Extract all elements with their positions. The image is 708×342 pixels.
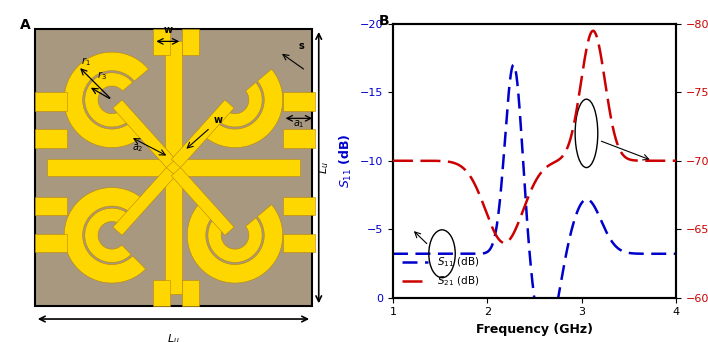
Bar bbox=[182, 29, 199, 55]
Bar bbox=[47, 159, 299, 176]
Text: $a_2$: $a_2$ bbox=[132, 143, 144, 155]
Bar bbox=[282, 129, 315, 148]
Text: $a_1$: $a_1$ bbox=[293, 118, 304, 130]
Text: A: A bbox=[20, 18, 31, 32]
Text: w: w bbox=[214, 115, 222, 125]
Bar bbox=[282, 92, 315, 111]
Polygon shape bbox=[85, 73, 132, 127]
Polygon shape bbox=[64, 188, 146, 283]
Polygon shape bbox=[171, 100, 234, 168]
X-axis label: Frequency (GHz): Frequency (GHz) bbox=[476, 323, 593, 336]
Bar bbox=[282, 234, 315, 252]
Polygon shape bbox=[201, 69, 282, 147]
Text: $L_u$: $L_u$ bbox=[317, 161, 331, 174]
Bar bbox=[182, 280, 199, 306]
Bar bbox=[282, 197, 315, 215]
Bar bbox=[35, 234, 67, 252]
Polygon shape bbox=[64, 52, 149, 147]
Text: w: w bbox=[164, 25, 173, 35]
Polygon shape bbox=[216, 82, 262, 127]
Polygon shape bbox=[188, 201, 282, 283]
Text: s: s bbox=[298, 41, 304, 51]
Polygon shape bbox=[113, 168, 176, 235]
Polygon shape bbox=[208, 216, 262, 262]
Bar bbox=[165, 41, 182, 294]
Y-axis label: $S_{11}$ (dB): $S_{11}$ (dB) bbox=[338, 133, 354, 188]
Legend: $S_{11}$ (dB), $S_{21}$ (dB): $S_{11}$ (dB), $S_{21}$ (dB) bbox=[398, 252, 483, 292]
Text: B: B bbox=[379, 14, 389, 28]
Bar bbox=[154, 280, 171, 306]
Polygon shape bbox=[35, 29, 312, 306]
Polygon shape bbox=[85, 208, 131, 262]
Bar bbox=[35, 92, 67, 111]
Bar bbox=[154, 29, 171, 55]
Text: $L_u$: $L_u$ bbox=[167, 332, 180, 342]
Polygon shape bbox=[171, 168, 234, 235]
Polygon shape bbox=[113, 100, 176, 168]
Text: $r_1$: $r_1$ bbox=[81, 55, 91, 68]
Text: $r_3$: $r_3$ bbox=[96, 69, 106, 82]
Bar bbox=[35, 197, 67, 215]
Bar bbox=[35, 129, 67, 148]
